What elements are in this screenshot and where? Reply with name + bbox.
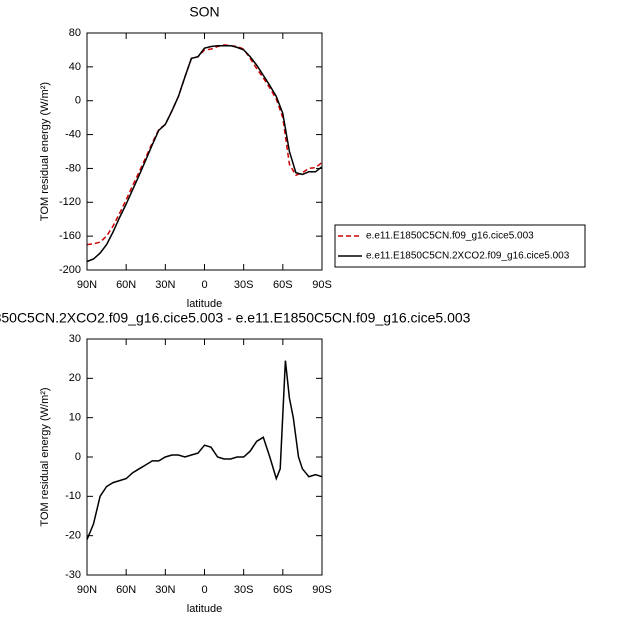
chart-title: e.e11.E1850C5CN.2XCO2.f09_g16.cice5.003 … xyxy=(0,310,471,326)
y-tick-label: -30 xyxy=(65,569,81,581)
y-tick-label: 30 xyxy=(69,333,81,345)
x-tick-label: 90S xyxy=(312,584,332,596)
x-tick-label: 90S xyxy=(312,279,332,291)
data-line xyxy=(86,360,323,540)
y-axis-label: TOM residual energy (W/m²) xyxy=(39,387,51,526)
y-tick-label: -80 xyxy=(65,162,81,174)
x-tick-label: 60S xyxy=(273,584,293,596)
data-line xyxy=(86,44,323,263)
plot-frame xyxy=(86,32,323,271)
x-tick-label: 90N xyxy=(77,584,97,596)
x-tick-label: 0 xyxy=(201,279,207,291)
legend-label: e.e11.E1850C5CN.f09_g16.cice5.003 xyxy=(366,231,534,242)
y-tick-label: -10 xyxy=(65,490,81,502)
x-axis-label: latitude xyxy=(187,603,222,615)
x-tick-label: 30N xyxy=(155,279,175,291)
y-tick-label: -20 xyxy=(65,530,81,542)
x-tick-label: 30N xyxy=(155,584,175,596)
y-axis-label: TOM residual energy (W/m²) xyxy=(39,82,51,221)
y-tick-label: 20 xyxy=(69,372,81,384)
legend-label: e.e11.E1850C5CN.2XCO2.f09_g16.cice5.003 xyxy=(366,251,570,262)
chart-title: SON xyxy=(189,4,219,20)
legend-box xyxy=(334,224,586,268)
y-tick-label: 80 xyxy=(69,27,81,39)
y-tick-label: -160 xyxy=(59,230,81,242)
y-tick-label: -40 xyxy=(65,128,81,140)
y-tick-label: 40 xyxy=(69,61,81,73)
plot-frame xyxy=(86,338,323,576)
x-tick-label: 90N xyxy=(77,279,97,291)
y-tick-label: 0 xyxy=(75,95,81,107)
y-tick-label: 0 xyxy=(75,451,81,463)
x-tick-label: 30S xyxy=(234,279,254,291)
y-tick-label: 10 xyxy=(69,412,81,424)
x-axis-label: latitude xyxy=(187,298,222,310)
y-tick-label: -200 xyxy=(59,264,81,276)
x-tick-label: 0 xyxy=(201,584,207,596)
data-line xyxy=(86,44,323,246)
x-tick-label: 60N xyxy=(116,279,136,291)
y-tick-label: -120 xyxy=(59,196,81,208)
x-tick-label: 30S xyxy=(234,584,254,596)
x-tick-label: 60N xyxy=(116,584,136,596)
x-tick-label: 60S xyxy=(273,279,293,291)
